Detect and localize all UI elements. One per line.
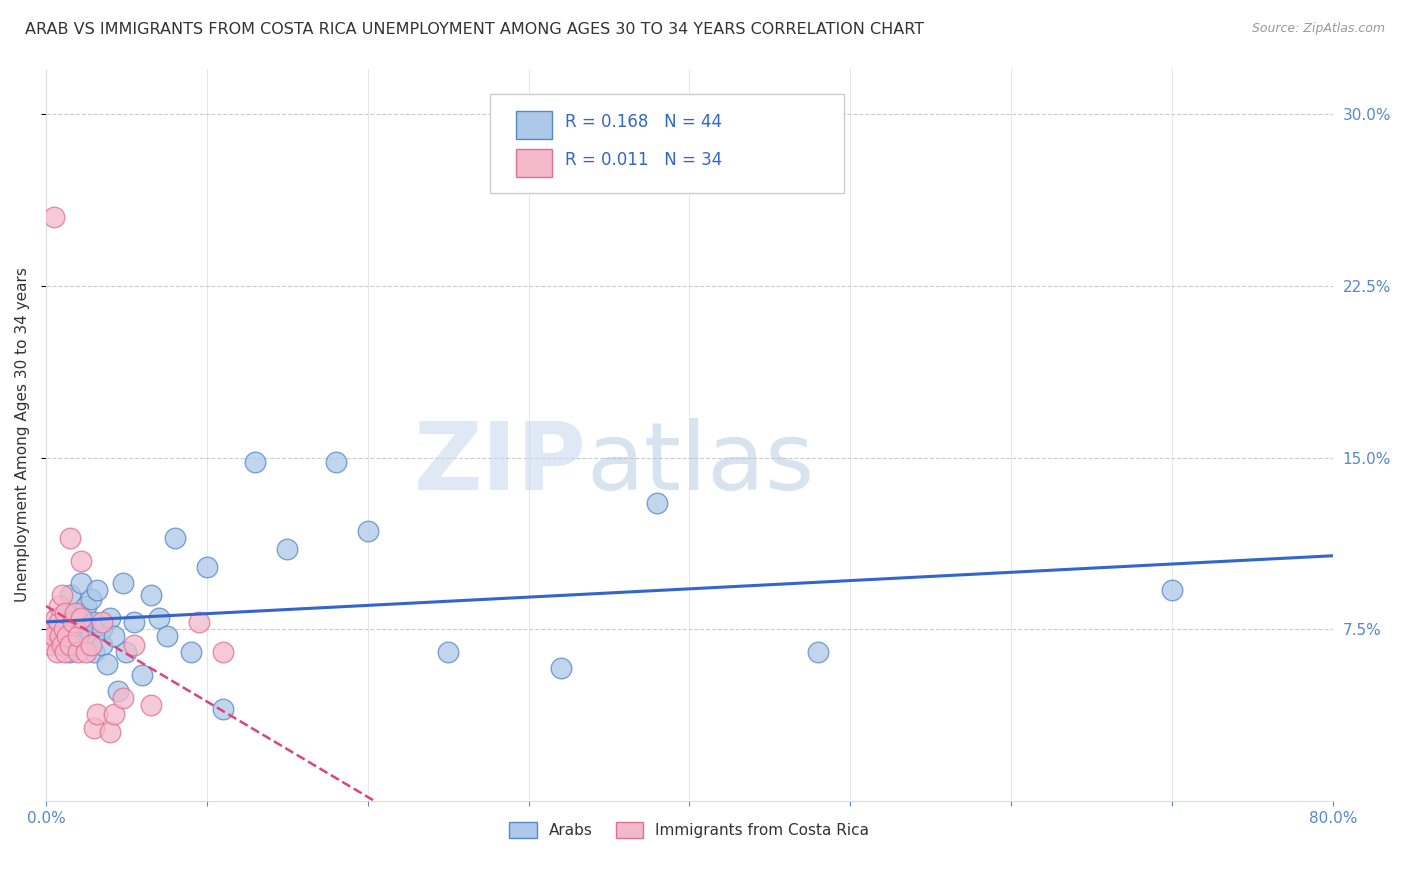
Legend: Arabs, Immigrants from Costa Rica: Arabs, Immigrants from Costa Rica (503, 816, 876, 845)
Point (91, 615, 114, 630)
Point (48, 615, 70, 630)
Point (42, 211, 65, 225)
Point (86, 706, 108, 721)
Point (155, 629, 177, 643)
Text: Source: ZipAtlas.com: Source: ZipAtlas.com (1251, 22, 1385, 36)
Point (124, 638, 146, 652)
Point (70, 615, 93, 630)
Point (103, 706, 125, 721)
Point (148, 611, 170, 625)
Point (59, 588, 82, 602)
Point (83, 615, 105, 630)
Point (59, 531, 82, 545)
Point (163, 531, 186, 545)
Point (131, 668, 153, 682)
Point (139, 588, 162, 602)
Point (45, 611, 67, 625)
Point (67, 645, 90, 659)
Point (53, 611, 76, 625)
Point (51, 629, 73, 643)
Point (63, 622, 86, 636)
FancyBboxPatch shape (489, 95, 844, 193)
Point (59, 645, 82, 659)
Point (550, 661, 572, 675)
Point (103, 629, 125, 643)
Point (112, 690, 135, 705)
Point (63, 606, 86, 620)
Point (91, 638, 114, 652)
Point (325, 455, 347, 469)
Point (139, 698, 162, 712)
Point (83, 645, 105, 659)
Point (1161, 583, 1184, 598)
Text: R = 0.011   N = 34: R = 0.011 N = 34 (565, 151, 721, 169)
Point (107, 684, 129, 698)
Point (86, 583, 108, 598)
Point (80, 638, 103, 652)
Point (59, 638, 82, 652)
Point (67, 638, 90, 652)
Point (807, 645, 830, 659)
Point (276, 542, 298, 557)
Point (51, 588, 73, 602)
Point (48, 638, 70, 652)
Point (98, 725, 121, 739)
Point (83, 721, 105, 735)
Point (62, 615, 84, 630)
Point (52, 622, 75, 636)
Point (70, 576, 93, 591)
Point (98, 611, 121, 625)
Point (180, 645, 202, 659)
Point (212, 645, 235, 659)
Point (67, 606, 90, 620)
Point (46, 645, 69, 659)
Point (212, 702, 235, 716)
Point (75, 633, 97, 648)
Point (91, 622, 114, 636)
Text: atlas: atlas (586, 418, 814, 510)
Bar (516, 111, 551, 139)
Point (187, 615, 209, 630)
Point (42, 629, 65, 643)
Point (645, 496, 668, 510)
Point (70, 611, 93, 625)
Point (115, 645, 138, 659)
Y-axis label: Unemployment Among Ages 30 to 34 years: Unemployment Among Ages 30 to 34 years (15, 268, 30, 602)
Point (51, 638, 73, 652)
Point (75, 599, 97, 614)
Point (195, 560, 218, 574)
Point (48, 599, 70, 614)
Point (357, 524, 380, 538)
Point (49, 629, 72, 643)
Point (243, 455, 266, 469)
Bar (516, 149, 551, 177)
Text: R = 0.168   N = 44: R = 0.168 N = 44 (565, 113, 721, 131)
Point (80, 629, 103, 643)
Point (124, 615, 146, 630)
Point (437, 645, 460, 659)
Text: ZIP: ZIP (413, 418, 586, 510)
Point (70, 553, 93, 567)
Point (39, 638, 62, 652)
Point (96, 657, 118, 671)
Point (67, 629, 90, 643)
Text: ARAB VS IMMIGRANTS FROM COSTA RICA UNEMPLOYMENT AMONG AGES 30 TO 34 YEARS CORREL: ARAB VS IMMIGRANTS FROM COSTA RICA UNEMP… (25, 22, 924, 37)
Point (41, 622, 63, 636)
Point (75, 645, 97, 659)
Point (80, 592, 103, 607)
Point (112, 576, 135, 591)
Point (42, 622, 65, 636)
Point (53, 606, 76, 620)
Point (53, 645, 76, 659)
Point (56, 629, 79, 643)
